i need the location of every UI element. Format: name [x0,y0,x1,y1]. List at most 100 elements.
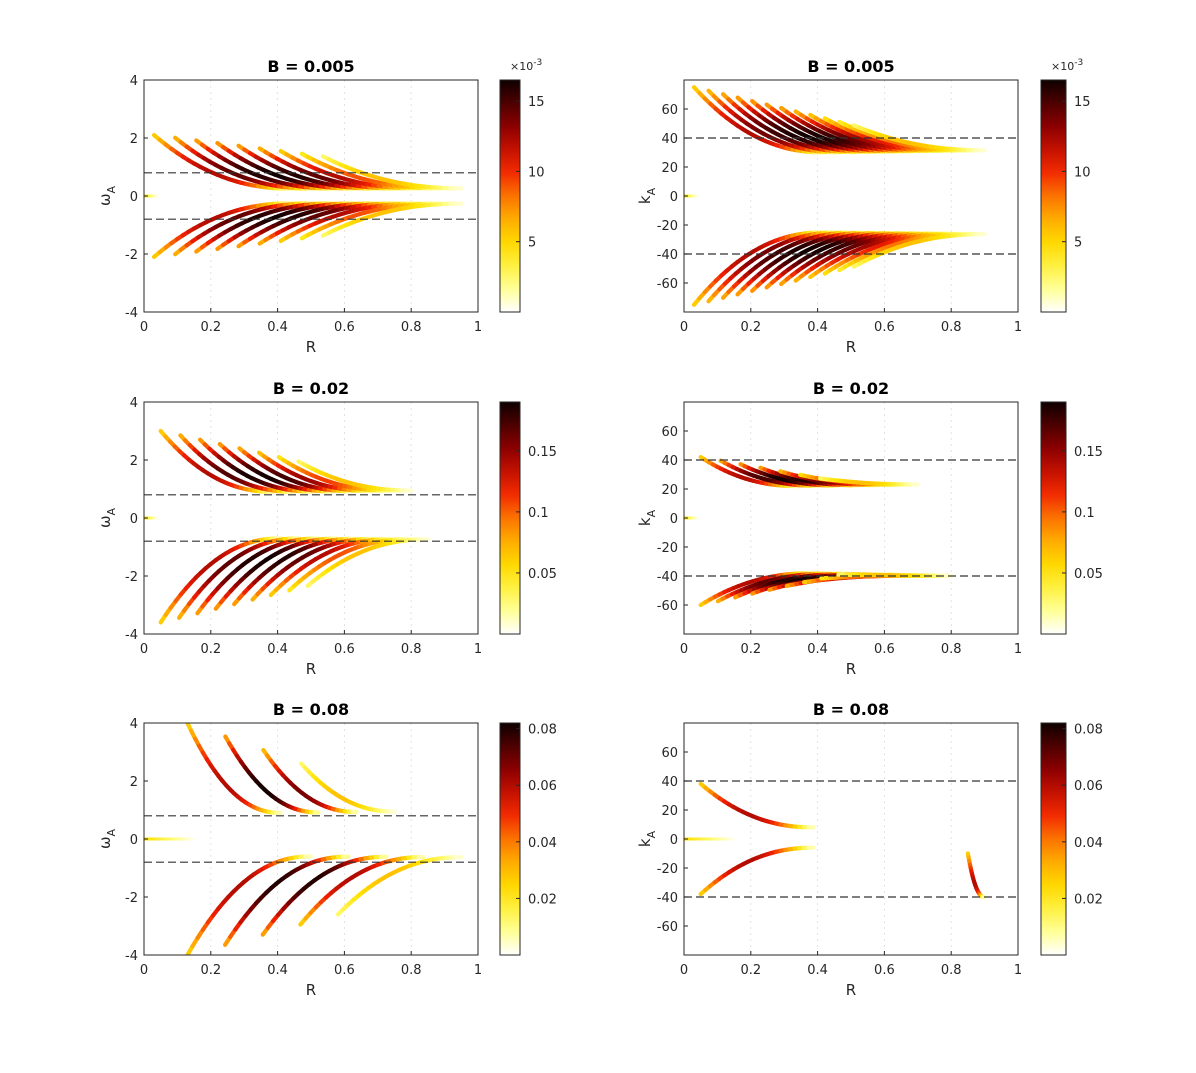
x-tick-label: 1 [474,963,482,978]
y-tick-label: 2 [130,132,138,147]
x-axis-label: R [306,981,316,999]
heatmap-ridges [684,455,954,608]
x-tick-label: 0.2 [200,642,221,657]
x-tick-label: 0.4 [267,320,288,335]
y-tick-label: 0 [130,190,138,205]
colorbar-exponent: ×10-3 [510,58,542,73]
y-tick-label: 0 [670,190,678,205]
y-tick-label: 4 [130,396,138,411]
colorbar-tick-label: 0.08 [528,723,557,738]
x-axis-label: R [846,981,856,999]
colorbar-tick-label: 0.02 [528,892,557,907]
x-tick-label: 0.4 [807,320,828,335]
colorbar: 0.02 0.04 0.06 0.08 [1040,722,1103,956]
x-tick-label: 0.8 [401,320,422,335]
y-tick-label: 20 [661,804,678,819]
colorbar-tick-label: 0.04 [1074,836,1103,851]
colorbar-tick-label: 0.06 [1074,779,1103,794]
x-tick-label: 0 [140,320,148,335]
axes-frame [143,79,479,313]
colorbar-tick-label: 10 [528,165,545,180]
colorbar-tick-label: 0.1 [1074,506,1095,521]
subplot-title: B = 0.08 [273,700,349,719]
subplot-6: 0 0.2 0.4 0.6 0.8 1 -60 -40 -20 0 20 40 60 B = 0.08 Rk… [636,700,1103,999]
x-tick-label: 1 [1014,642,1022,657]
colorbar-tick-label: 0.02 [1074,892,1103,907]
colorbar-exponent: ×10-3 [1051,58,1083,73]
y-tick-label: -20 [657,541,678,556]
y-tick-label: -2 [125,891,138,906]
colorbar: 0.05 0.1 0.15 [1040,401,1103,635]
heatmap-ridges [144,723,464,955]
colorbar-tick-label: 0.15 [1074,445,1103,460]
colorbar-tick-label: 0.05 [1074,567,1103,582]
y-tick-label: -60 [657,277,678,292]
x-tick-label: 0.6 [874,642,895,657]
x-axis-label: R [846,338,856,356]
subplot-title: B = 0.08 [813,700,889,719]
x-tick-label: 0.8 [941,320,962,335]
heatmap-ridges [144,133,464,259]
colorbar: 5 10 15 ×10-3 [1040,58,1091,313]
y-tick-label: 4 [130,717,138,732]
x-tick-label: 0.2 [740,642,761,657]
heatmap-ridges [684,781,987,900]
x-tick-label: 0.8 [941,963,962,978]
y-axis-label: ωA [96,828,118,849]
x-tick-label: 0.4 [807,963,828,978]
y-tick-label: -40 [657,248,678,263]
colorbar-tick-label: 0.05 [528,567,557,582]
y-tick-label: -2 [125,248,138,263]
x-tick-label: 0.2 [740,963,761,978]
y-tick-label: -4 [125,306,138,321]
y-tick-label: 40 [661,775,678,790]
x-tick-label: 0.8 [401,963,422,978]
colorbar-tick-label: 5 [528,236,536,251]
subplot-5: 0 0.2 0.4 0.6 0.8 1 -4 -2 0 2 4 B = 0.08 RωA 0.02 0.04… [96,700,557,999]
y-tick-label: 2 [130,454,138,469]
x-tick-label: 0.8 [941,642,962,657]
y-tick-label: 0 [670,512,678,527]
colorbar-tick-label: 10 [1074,165,1091,180]
y-tick-label: 0 [670,833,678,848]
y-tick-label: 4 [130,74,138,89]
heatmap-ridges [684,85,987,307]
y-tick-label: 40 [661,454,678,469]
x-tick-label: 0.4 [267,642,288,657]
x-tick-label: 0.6 [334,320,355,335]
subplot-title: B = 0.005 [807,57,894,76]
colorbar-gradient [1040,401,1067,635]
x-tick-label: 1 [474,642,482,657]
x-tick-label: 0.2 [200,963,221,978]
x-tick-label: 1 [1014,963,1022,978]
subplot-title: B = 0.02 [273,379,349,398]
y-axis-label: ωA [96,185,118,206]
y-tick-label: 20 [661,161,678,176]
y-axis-label: kA [636,187,658,204]
x-tick-label: 0 [680,642,688,657]
x-tick-label: 0.4 [267,963,288,978]
colorbar-tick-label: 5 [1074,236,1082,251]
y-tick-label: -2 [125,570,138,585]
y-tick-label: 0 [130,833,138,848]
grid [750,402,952,634]
y-tick-label: 60 [661,746,678,761]
x-tick-label: 1 [474,320,482,335]
x-tick-label: 0 [680,320,688,335]
y-axis-label: kA [636,830,658,847]
x-axis-label: R [306,660,316,678]
x-tick-label: 0.2 [200,320,221,335]
y-tick-label: -40 [657,891,678,906]
colorbar-gradient [499,722,521,956]
y-axis-label: kA [636,509,658,526]
colorbar-gradient [499,401,521,635]
colorbar-tick-label: 0.06 [528,779,557,794]
colorbar-tick-label: 0.08 [1074,723,1103,738]
colorbar-gradient [499,79,521,313]
x-axis-label: R [306,338,316,356]
x-tick-label: 0 [140,963,148,978]
grid [210,80,412,312]
grid [750,723,952,955]
